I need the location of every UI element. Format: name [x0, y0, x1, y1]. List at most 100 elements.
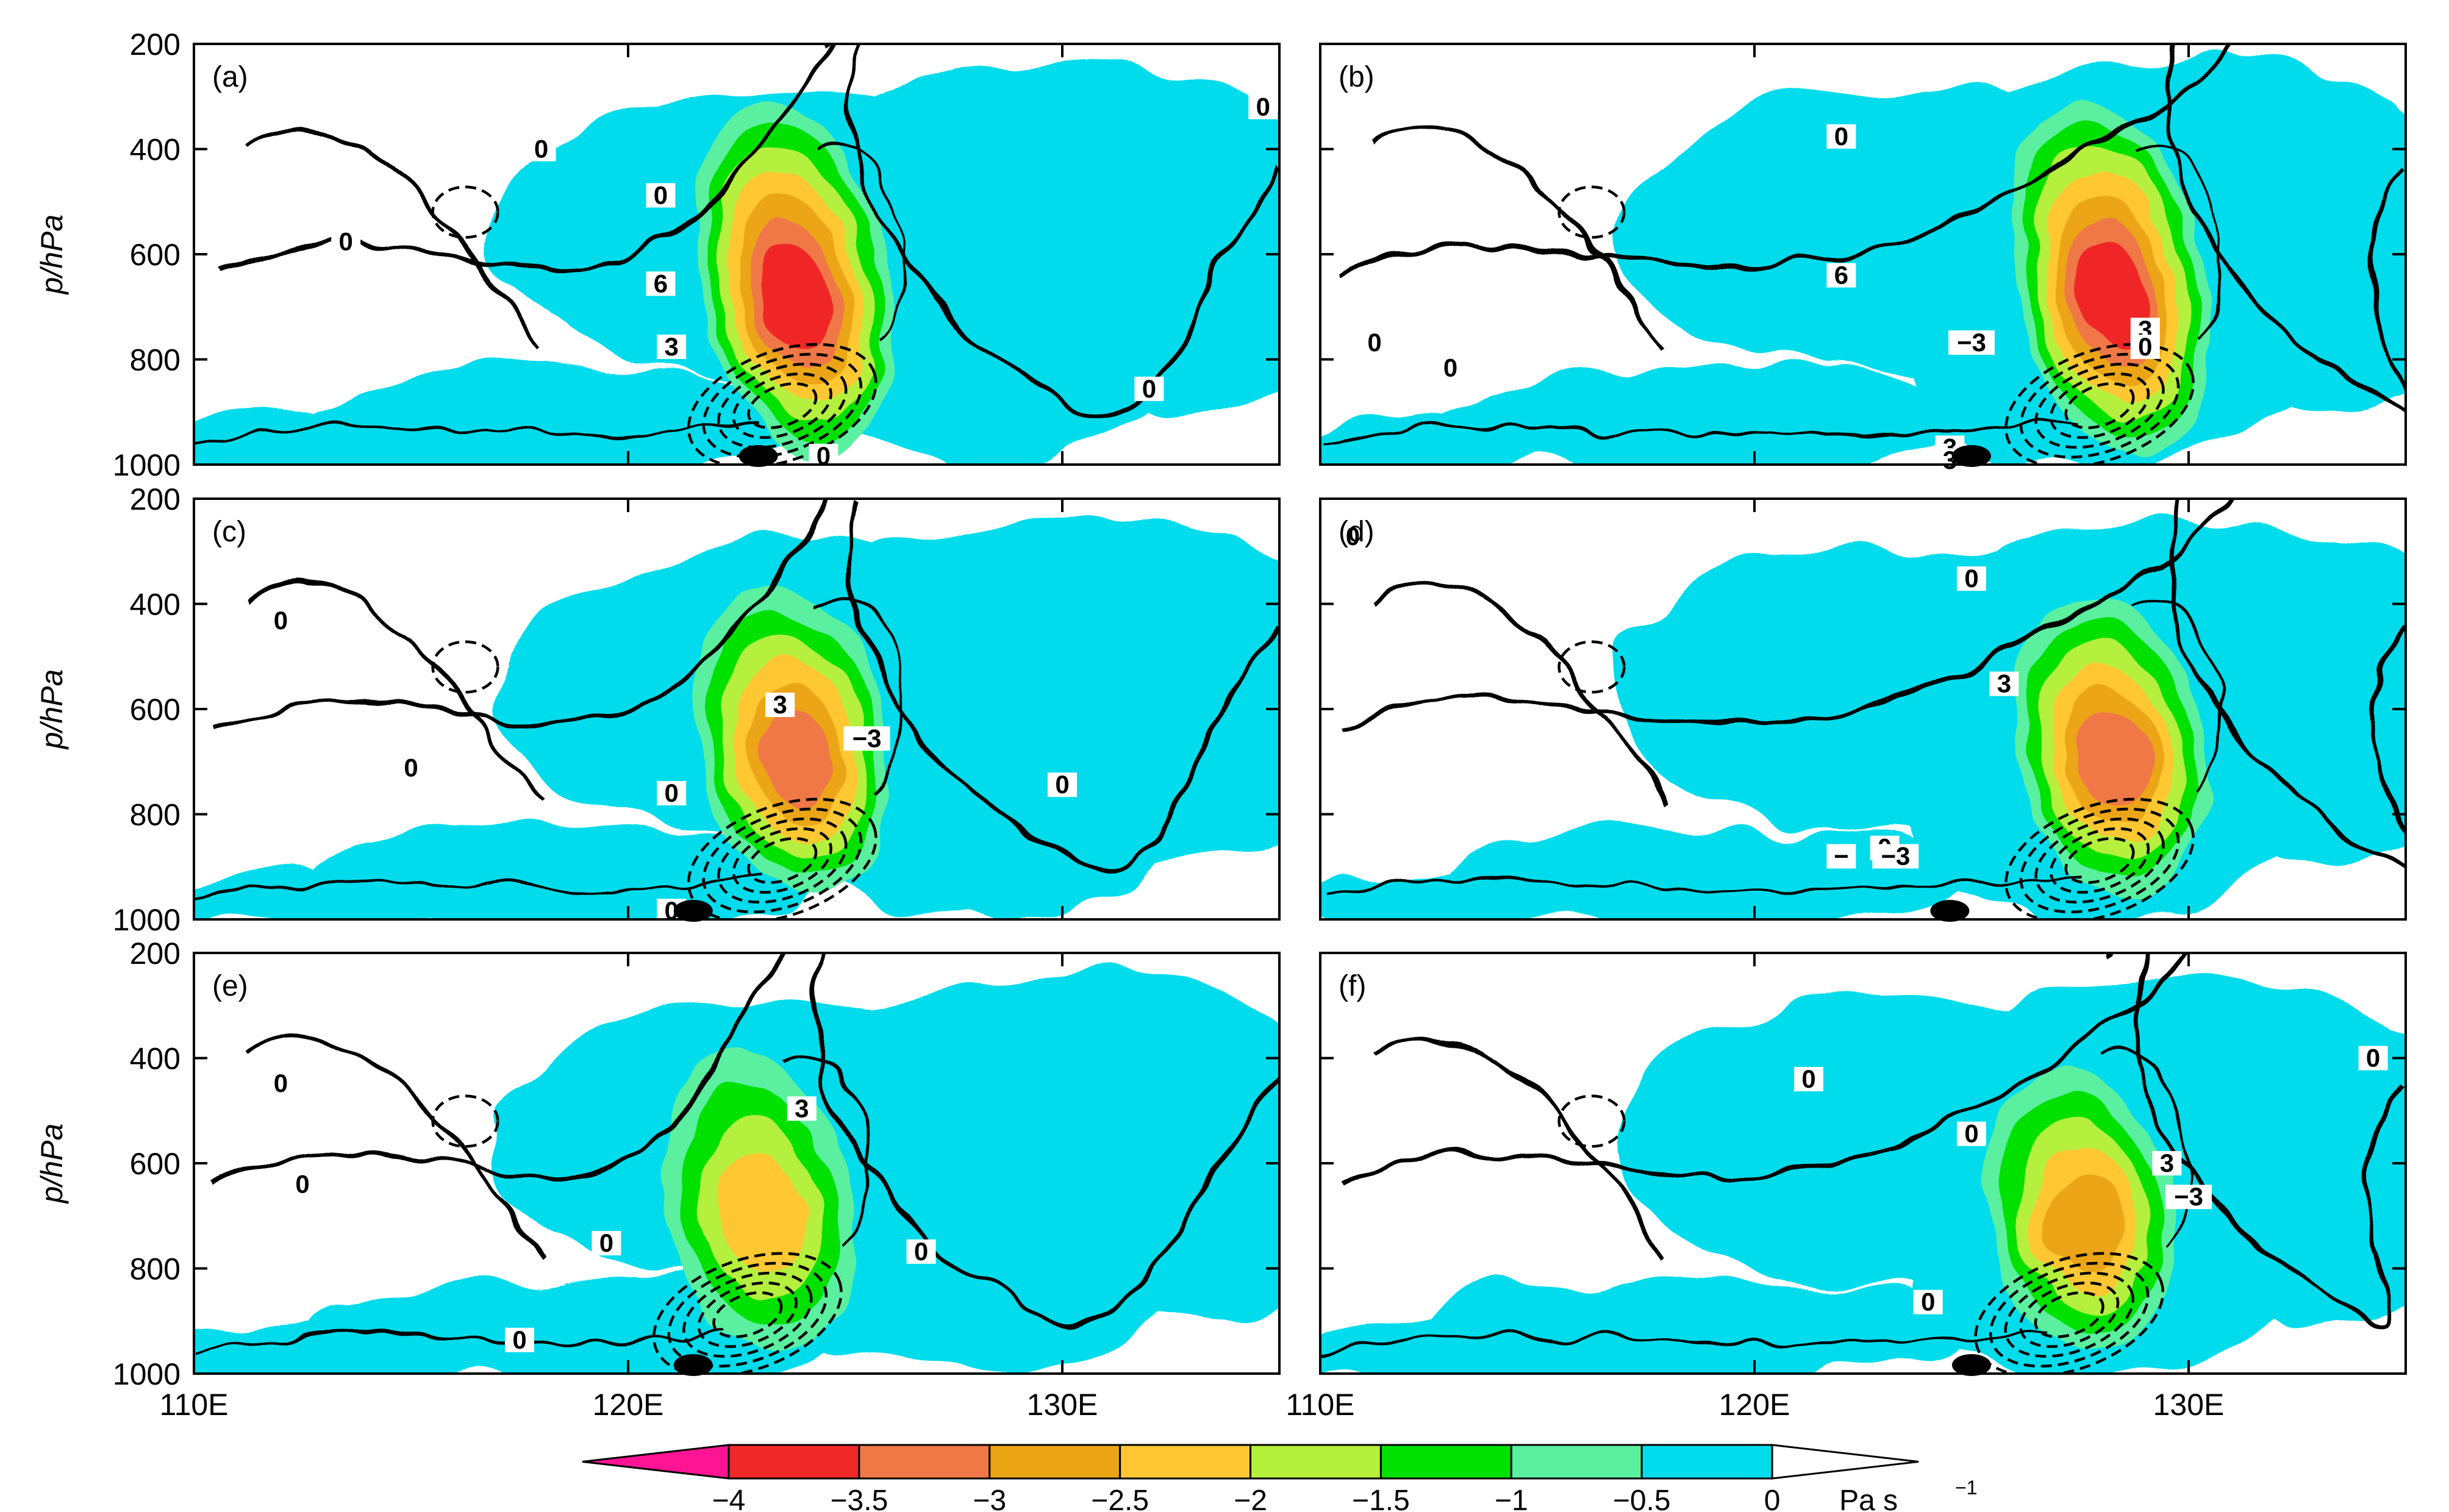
y-tick-label: 600 — [130, 238, 181, 272]
contour-label: −3 — [1881, 842, 1910, 871]
ascent-core — [694, 99, 892, 457]
panel-e: 0 0 0 0 3 0 (e) 200 400 600 800 1000 p/hPa 110E 120E 13… — [35, 936, 1281, 1422]
panel-label: (a) — [212, 61, 248, 93]
colorbar-bin — [858, 1444, 991, 1480]
contour-label: 0 — [665, 896, 679, 925]
colorbar-tick-label: −3.5 — [831, 1485, 888, 1512]
x-tick-label: 130E — [1027, 1388, 1098, 1422]
colorbar-bin — [1510, 1444, 1643, 1480]
contour-lines — [194, 499, 1279, 919]
x-tick-label: 130E — [2153, 1388, 2225, 1422]
x-axis: 110E 120E 130E — [159, 953, 1098, 1422]
y-tick-label: 1000 — [113, 448, 181, 482]
contour-label: 0 — [1964, 564, 1978, 593]
contour-lines — [194, 44, 1279, 465]
contour-label: 0 — [274, 1069, 288, 1097]
panel-label: (f) — [1339, 970, 1366, 1002]
contour-lines — [1320, 44, 2406, 465]
contour-label: 3 — [1997, 669, 2011, 698]
y-axis — [1320, 497, 2406, 921]
omega-fill-field — [194, 44, 1279, 465]
contour-label: 3 — [773, 690, 787, 719]
contour-label: 0 — [1443, 353, 1457, 382]
contour-label: 0 — [1055, 770, 1069, 799]
colorbar-tick-label: −4 — [712, 1485, 746, 1512]
contour-label: 0 — [654, 180, 668, 209]
contour-label: 0 — [404, 754, 418, 782]
contour-label: 0 — [914, 1237, 928, 1266]
contour-label: 0 — [1367, 328, 1381, 357]
contour-label: 0 — [339, 227, 353, 255]
location-marker — [1952, 445, 1991, 467]
panel-label: (e) — [212, 970, 248, 1002]
location-marker — [1952, 1354, 1991, 1376]
y-tick-label: 200 — [130, 482, 181, 516]
y-tick-label: 200 — [130, 936, 181, 971]
contour-labels: 0 0 0 0 3 0 — [266, 1069, 936, 1354]
contour-lines — [1320, 953, 2406, 1374]
colorbar-tick-label: −3 — [973, 1485, 1006, 1512]
contour-label: 0 — [534, 135, 548, 163]
panel-a: 0 0 0 0 0 0 6 3 (a) 200 400 600 800 1000 p/hPa — [35, 27, 1281, 482]
omega-fill-field — [194, 499, 1279, 919]
y-tick-label: 800 — [130, 343, 181, 377]
y-axis — [1320, 43, 2406, 466]
contour-label: 0 — [1921, 1288, 1935, 1316]
y-tick-label: 400 — [130, 588, 181, 622]
omega-fill-field — [194, 953, 1279, 1374]
contour-label: 3 — [795, 1094, 809, 1122]
x-axis — [193, 499, 1064, 919]
contour-label: 0 — [1964, 1119, 1978, 1148]
colorbar-high-arrow — [1771, 1444, 1919, 1480]
contour-label: 0 — [295, 1170, 309, 1199]
y-axis — [1320, 952, 2406, 1375]
contour-label: 0 — [1346, 522, 1360, 551]
contour-lines — [1320, 499, 2406, 919]
contour-label: 0 — [1834, 122, 1848, 151]
contour-label: −3 — [2174, 1182, 2203, 1211]
contour-label: 0 — [1142, 374, 1156, 403]
contour-label: 0 — [274, 606, 288, 635]
contour-label: − — [1834, 842, 1849, 871]
y-tick-label: 800 — [130, 798, 181, 832]
panel-label: (c) — [212, 516, 246, 548]
colorbar-bin — [728, 1444, 860, 1480]
contour-labels: 0 0 0 0 3 −3 0 — [266, 606, 1077, 925]
y-tick-label: 1000 — [113, 903, 181, 937]
x-tick-label: 110E — [1285, 1388, 1354, 1422]
contour-labels: 0 0 0 0 0 0 6 3 — [331, 93, 1278, 470]
location-marker — [1930, 900, 1970, 922]
ascent-core — [661, 1049, 856, 1351]
ascent-core — [696, 585, 891, 896]
x-axis: 110E 120E 130E — [1285, 953, 2224, 1422]
contour-label: 3 — [2160, 1149, 2174, 1177]
colorbar-low-arrow — [582, 1444, 730, 1480]
contour-label: 6 — [1834, 261, 1848, 290]
location-marker — [738, 445, 778, 467]
colorbar-tick-label: −2 — [1234, 1485, 1267, 1512]
colorbar-tick-label: −1.5 — [1352, 1485, 1410, 1512]
x-axis — [1319, 499, 2190, 919]
panel-label: (b) — [1339, 61, 1375, 93]
contour-label: 0 — [2366, 1044, 2380, 1072]
y-tick-label: 400 — [130, 1042, 181, 1076]
colorbar-bin — [1250, 1444, 1382, 1480]
contour-label: 0 — [599, 1228, 613, 1257]
contour-label: 0 — [512, 1325, 526, 1354]
location-marker — [673, 1354, 713, 1376]
colorbar-tick-label: −1 — [1495, 1485, 1528, 1512]
omega-fill-field — [1320, 953, 2406, 1374]
colorbar-bin — [1379, 1444, 1512, 1480]
y-tick-label: 600 — [130, 693, 181, 727]
y-tick-label: 800 — [130, 1252, 181, 1286]
contour-lines — [194, 953, 1279, 1374]
panel-label: (d) — [1339, 516, 1375, 548]
y-tick-label: 200 — [130, 27, 181, 62]
